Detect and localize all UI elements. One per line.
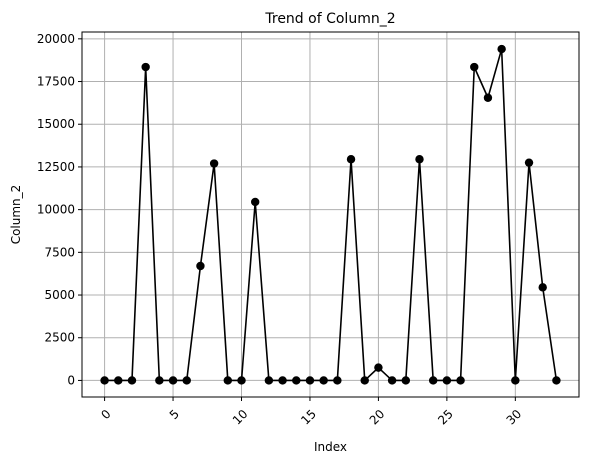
x-tick-label: 5 <box>167 407 182 422</box>
grid <box>82 32 579 397</box>
data-point <box>401 376 411 385</box>
y-tick-label: 10000 <box>37 203 75 217</box>
y-tick-label: 5000 <box>44 288 75 302</box>
axes: 0 5 10 15 20 25 30 0 2500 5000 7500 10000 12500 15000… <box>37 32 525 428</box>
data-point <box>442 376 452 385</box>
y-tick-label: 7500 <box>44 245 75 259</box>
x-tick-label: 20 <box>367 407 388 428</box>
data-point <box>387 376 397 385</box>
x-tick-label: 0 <box>98 407 113 422</box>
data-point <box>209 159 219 168</box>
data-point <box>333 376 342 385</box>
data-point <box>497 44 506 54</box>
data-point <box>168 376 178 385</box>
series-line <box>104 48 558 382</box>
data-point <box>223 376 233 385</box>
data-point <box>141 62 150 72</box>
data-point <box>155 376 164 385</box>
plot-frame <box>81 31 580 398</box>
data-point <box>319 376 328 385</box>
y-tick-label: 20000 <box>37 32 75 46</box>
x-tick-label: 15 <box>298 407 319 428</box>
y-tick-label: 15000 <box>37 117 75 131</box>
y-tick-label: 0 <box>67 373 75 387</box>
data-point <box>292 376 301 385</box>
data-point <box>415 155 424 164</box>
x-tick-label: 25 <box>435 407 456 428</box>
data-point <box>182 376 191 385</box>
series-column-2 <box>100 44 561 385</box>
data-point <box>346 155 356 164</box>
chart-title: Trend of Column_2 <box>264 11 395 27</box>
data-point <box>100 376 109 385</box>
data-point <box>196 261 205 271</box>
y-tick-label: 2500 <box>44 331 75 345</box>
y-axis-title: Column_2 <box>9 185 23 245</box>
data-point <box>456 376 465 385</box>
x-tick-label: 10 <box>230 407 251 428</box>
data-point <box>278 376 287 385</box>
data-point <box>511 376 520 385</box>
data-point <box>538 283 547 292</box>
x-tick-label: 30 <box>504 407 525 428</box>
data-point <box>552 376 561 385</box>
data-point <box>264 376 274 385</box>
data-point <box>470 62 479 72</box>
data-point <box>237 376 246 385</box>
data-point <box>524 158 534 167</box>
data-point <box>374 363 383 372</box>
y-tick-label: 12500 <box>37 160 75 174</box>
data-point <box>483 93 493 102</box>
data-point <box>250 197 260 207</box>
data-point <box>360 376 369 385</box>
data-point <box>114 376 123 385</box>
x-axis-title: Index <box>314 440 347 454</box>
plot-area <box>82 32 579 397</box>
data-point <box>127 376 137 385</box>
data-point <box>305 376 315 385</box>
data-point <box>428 376 438 385</box>
y-tick-label: 17500 <box>37 75 75 89</box>
